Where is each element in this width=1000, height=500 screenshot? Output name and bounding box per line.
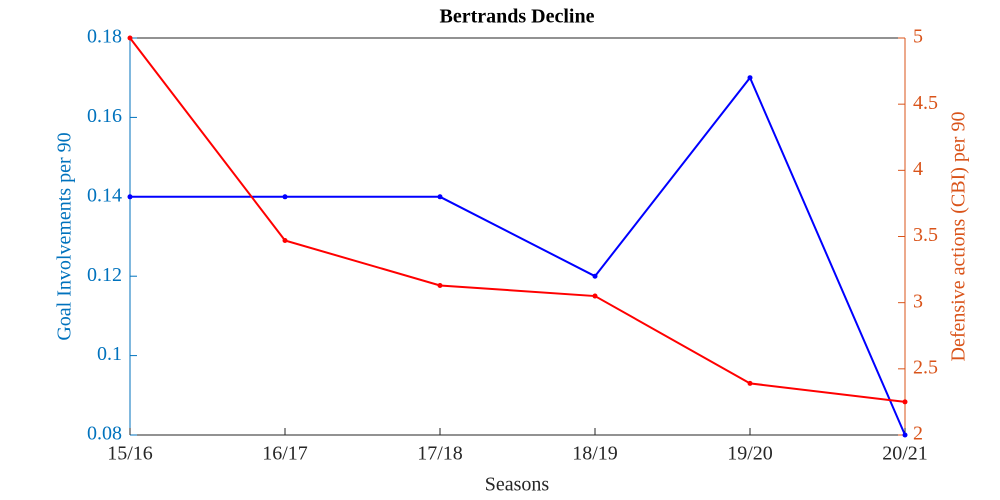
point [437,282,443,288]
point [437,194,443,200]
point [747,380,753,386]
point [747,75,753,81]
y-tick-label: 0.12 [87,264,122,286]
series-line [129,37,906,403]
y-tick-label: 0.08 [87,423,122,445]
x-tick-label: 20/21 [882,443,928,465]
y-tick-label: 0.16 [87,105,122,127]
x-tick-label: 16/17 [262,443,308,465]
y2-tick-label: 5 [913,26,923,48]
y2-tick-label: 3.5 [913,224,938,246]
y2-tick-label: 2.5 [913,356,938,378]
y2-axis-label: Defensive actions (CBI) per 90 [948,112,970,362]
x-tick-label: 15/16 [107,443,153,465]
point [282,237,288,243]
y2-tick-label: 3 [913,290,923,312]
y-tick-label: 0.18 [87,26,122,48]
y2-tick-label: 4 [913,158,923,180]
point [902,432,908,438]
point [592,293,598,299]
x-tick-label: 19/20 [727,443,773,465]
x-axis-label: Seasons [485,474,550,496]
chart-title: Bertrands Decline [440,6,595,28]
point [127,194,133,200]
y-axis-label: Goal Involvements per 90 [54,132,76,340]
point [127,35,133,41]
y-tick-label: 0.14 [87,184,122,206]
x-tick-label: 17/18 [417,443,463,465]
point [592,273,598,279]
y2-tick-label: 4.5 [913,92,938,114]
point [282,194,288,200]
point [902,399,908,405]
x-tick-label: 18/19 [572,443,618,465]
series-line [130,75,906,436]
y-tick-label: 0.1 [97,343,122,365]
y2-tick-label: 2 [913,423,923,445]
